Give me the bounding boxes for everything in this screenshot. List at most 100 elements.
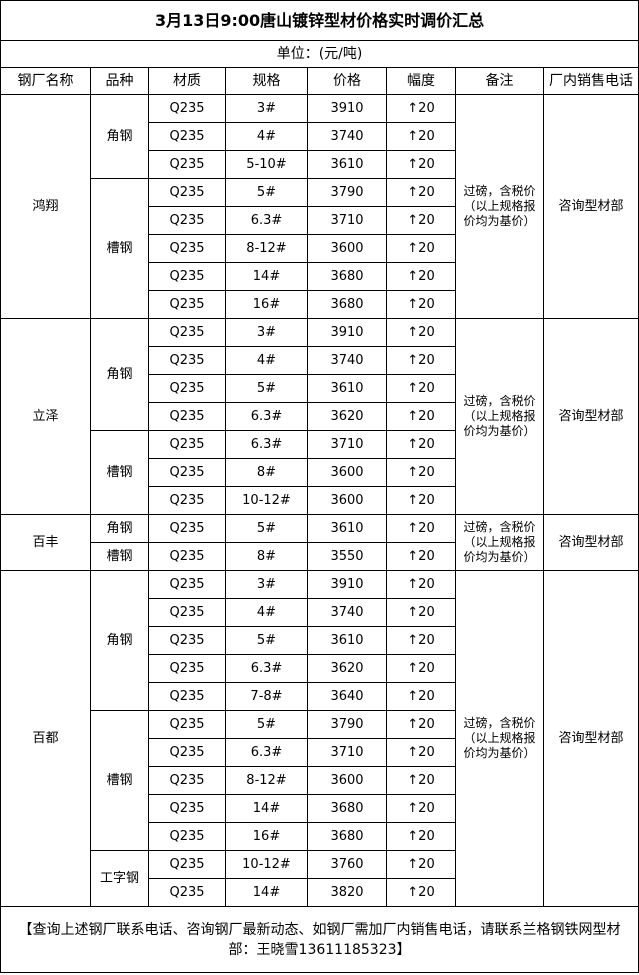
change-cell: ↑20 [386,682,456,711]
header-price: 价格 [307,67,387,95]
phone-cell: 咨询型材部 [542,570,639,907]
footer-contact: 【查询上述钢厂联系电话、咨询钢厂最新动态、如钢厂需加厂内销售电话，请联系兰格钢铁… [0,906,639,973]
table-row: 槽钢 Q235 5# 3790 ↑20 [1,710,639,851]
price-cell: 3790 [307,178,387,207]
price-cell: 3710 [307,738,387,767]
change-value: 20 [418,156,435,172]
phone-cell: 咨询型材部 [542,94,639,319]
change-cell: ↑20 [386,150,456,179]
material-cell: Q235 [148,654,226,683]
change-value: 20 [418,604,435,620]
table-row: Q235 6.3# 3710 ↑20 [1,738,639,767]
price-cell: 3610 [307,150,387,179]
change-value: 20 [418,884,435,900]
change-cell: ↑20 [386,822,456,851]
spec-cell: 8-12# [225,234,308,263]
price-cell: 3910 [307,94,387,123]
change-cell: ↑20 [386,878,456,907]
arrow-up-icon: ↑ [407,156,419,172]
arrow-up-icon: ↑ [407,408,419,424]
mill-name: 立泽 [0,318,91,515]
header-variety: 品种 [90,67,149,95]
arrow-up-icon: ↑ [407,128,419,144]
header-mill: 钢厂名称 [0,67,91,95]
material-cell: Q235 [148,626,226,655]
price-cell: 3910 [307,570,387,599]
note-cell: 过磅，含税价（以上规格报价均为基价） [455,570,544,907]
material-cell: Q235 [148,178,226,207]
table-row: Q235 5-10# 3610 ↑20 [1,150,639,179]
change-value: 20 [418,324,435,340]
arrow-up-icon: ↑ [407,632,419,648]
arrow-up-icon: ↑ [407,240,419,256]
material-cell: Q235 [148,318,226,347]
change-value: 20 [418,240,435,256]
table-row: 鸿翔 角钢 Q235 3# 3910 ↑20 过磅，含税价（以上规格报价均为基价） 咨询型材部 [0,94,639,319]
arrow-up-icon: ↑ [407,828,419,844]
table-row: Q235 6.3# 3710 ↑20 [1,206,639,235]
table-row: Q235 6.3# 3620 ↑20 [1,402,639,431]
change-value: 20 [418,408,435,424]
material-cell: Q235 [148,794,226,823]
spec-cell: 14# [225,262,308,291]
material-cell: Q235 [148,150,226,179]
arrow-up-icon: ↑ [407,800,419,816]
spec-cell: 16# [225,822,308,851]
table-row: 百都 角钢 Q235 3# 3910 ↑20 过磅，含税价（以上规格报价均为基价） 咨询型材部 [0,570,639,907]
spec-cell: 5# [225,710,308,739]
variety-name: 角钢 [90,514,149,543]
table-row: Q235 8-12# 3600 ↑20 [1,766,639,795]
spec-cell: 10-12# [225,850,308,879]
arrow-up-icon: ↑ [407,716,419,732]
change-cell: ↑20 [386,850,456,879]
spec-cell: 10-12# [225,486,308,515]
spec-cell: 8-12# [225,766,308,795]
price-cell: 3620 [307,402,387,431]
table-title: 3月13日9:00唐山镀锌型材价格实时调价汇总 [0,0,639,41]
variety-name: 槽钢 [90,178,149,319]
price-cell: 3910 [307,318,387,347]
spec-cell: 4# [225,598,308,627]
arrow-up-icon: ↑ [407,688,419,704]
material-cell: Q235 [148,346,226,375]
change-cell: ↑20 [386,290,456,319]
change-cell: ↑20 [386,794,456,823]
price-cell: 3600 [307,458,387,487]
change-cell: ↑20 [386,346,456,375]
material-cell: Q235 [148,374,226,403]
mill-name: 百丰 [0,514,91,571]
table-row: Q235 4# 3740 ↑20 [1,346,639,375]
price-cell: 3740 [307,598,387,627]
change-value: 20 [418,436,435,452]
price-cell: 3550 [307,542,387,571]
change-value: 20 [418,632,435,648]
variety-name: 角钢 [90,318,149,431]
variety-name: 槽钢 [90,430,149,515]
price-cell: 3610 [307,514,387,543]
table-row: Q235 5# 3610 ↑20 [1,626,639,655]
change-value: 20 [418,800,435,816]
spec-cell: 14# [225,878,308,907]
table-row: Q235 4# 3740 ↑20 [1,122,639,151]
table-row: Q235 14# 3680 ↑20 [1,794,639,823]
arrow-up-icon: ↑ [407,212,419,228]
unit-label: 单位：(元/吨) [0,40,639,68]
material-cell: Q235 [148,598,226,627]
table-row: 百丰 角钢 Q235 5# 3610 ↑20 过磅，含税价（以上规格报价均为基价） 咨询型材部 [0,514,639,571]
spec-cell: 3# [225,318,308,347]
change-value: 20 [418,548,435,564]
arrow-up-icon: ↑ [407,856,419,872]
change-cell: ↑20 [386,766,456,795]
material-cell: Q235 [148,94,226,123]
phone-cell: 咨询型材部 [542,514,639,571]
table-row: 立泽 角钢 Q235 3# 3910 ↑20 过磅，含税价（以上规格报价均为基价） 咨询型材部 [0,318,639,515]
change-value: 20 [418,856,435,872]
material-cell: Q235 [148,290,226,319]
change-cell: ↑20 [386,122,456,151]
arrow-up-icon: ↑ [407,548,419,564]
change-value: 20 [418,100,435,116]
material-cell: Q235 [148,766,226,795]
arrow-up-icon: ↑ [407,520,419,536]
change-value: 20 [418,520,435,536]
material-cell: Q235 [148,682,226,711]
